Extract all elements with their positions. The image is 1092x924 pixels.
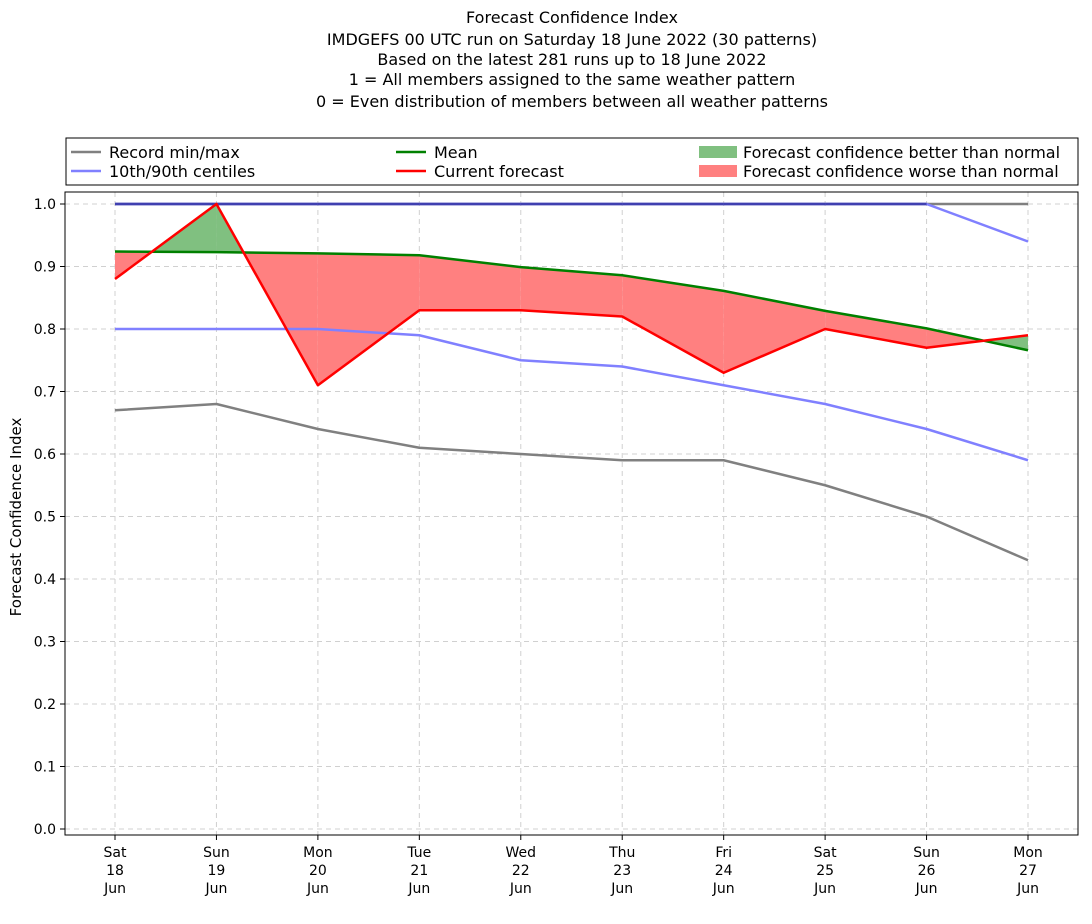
x-tick-label: Tue [406,845,431,861]
x-tick-label: 23 [613,863,631,879]
y-tick-label: 0.9 [34,260,56,276]
x-tick-label: 27 [1019,863,1037,879]
title-line-3: Based on the latest 281 runs up to 18 Ju… [377,50,766,69]
x-tick-label: Jun [103,881,126,897]
legend-mean-label: Mean [434,143,478,162]
y-tick-label: 1.0 [34,197,56,213]
title-line-5: 0 = Even distribution of members between… [316,92,828,111]
legend-record-label: Record min/max [109,143,240,162]
worse-than-normal-area [419,255,521,311]
legend-better-label: Forecast confidence better than normal [743,143,1060,162]
x-tick-label: Jun [610,881,633,897]
x-tick-label: Jun [407,881,430,897]
worse-than-normal-area [520,267,623,317]
chart-title: Forecast Confidence Index IMDGEFS 00 UTC… [316,8,828,111]
x-tick-label: Sat [104,845,127,861]
x-tick-label: 19 [208,863,226,879]
y-tick-label: 0.3 [34,635,56,651]
current-forecast-line [114,202,1029,387]
x-tick-label: 24 [715,863,733,879]
x-axis: Sat 18 Jun Sun 19 Jun Mon 20 Jun Tue 21 Jun Wed 22 Jun… [103,835,1043,897]
x-tick-label: Fri [715,845,732,861]
better-than-normal-area [983,335,1028,351]
x-tick-label: 21 [410,863,428,879]
centile-90-line [115,202,1029,243]
x-tick-label: Sun [203,845,230,861]
x-tick-label: Sat [814,845,837,861]
record-min-line [114,402,1029,562]
worse-than-normal-area [317,253,420,386]
x-tick-label: 25 [816,863,834,879]
legend-frame [65,137,1079,186]
worse-than-normal-area [622,275,724,373]
legend-worse-label: Forecast confidence worse than normal [743,162,1059,181]
legend-worse-swatch [699,165,737,177]
y-tick-label: 0.4 [34,572,56,588]
x-tick-label: Thu [608,845,635,861]
x-tick-label: 26 [918,863,936,879]
y-tick-label: 0.5 [34,510,56,526]
y-tick-label: 0.0 [34,822,56,838]
x-tick-label: Jun [205,881,228,897]
title-line-4: 1 = All members assigned to the same wea… [349,70,796,89]
x-tick-label: Jun [306,881,329,897]
x-tick-label: Mon [303,845,333,861]
x-tick-label: 20 [309,863,327,879]
mean-line [114,250,1029,352]
worse-than-normal-area [825,310,927,348]
legend-better-swatch [699,146,737,158]
title-line-1: Forecast Confidence Index [466,8,678,27]
x-tick-label: Jun [813,881,836,897]
worse-than-normal-area [723,290,826,373]
worse-than-normal-area [926,328,984,348]
x-tick-label: Jun [1016,881,1039,897]
x-tick-label: Jun [712,881,735,897]
x-tick-label: Sun [913,845,940,861]
centile-10-line [115,327,1029,462]
confidence-fills [115,204,1028,386]
legend-current-label: Current forecast [434,162,564,181]
series-lines [114,202,1029,562]
legend-centiles-label: 10th/90th centiles [109,162,255,181]
plot-frame [64,191,1079,836]
x-tick-label: 22 [512,863,530,879]
x-tick-label: Jun [509,881,532,897]
x-tick-label: Mon [1013,845,1043,861]
y-tick-label: 0.7 [34,385,56,401]
x-tick-label: Jun [915,881,938,897]
y-tick-label: 0.1 [34,760,56,776]
y-tick-label: 0.6 [34,447,56,463]
legend: Record min/max 10th/90th centiles Mean C… [65,137,1079,186]
y-tick-label: 0.2 [34,697,56,713]
x-tick-label: Wed [506,845,537,861]
x-tick-label: 18 [106,863,124,879]
y-axis-label: Forecast Confidence Index [7,418,25,617]
grid-lines [65,192,1078,835]
y-axis: 0.0 0.1 0.2 0.3 0.4 0.5 0.6 0.7 0.8 0.9 1.0 [34,197,65,838]
y-tick-label: 0.8 [34,322,56,338]
title-line-2: IMDGEFS 00 UTC run on Saturday 18 June 2… [327,30,817,49]
